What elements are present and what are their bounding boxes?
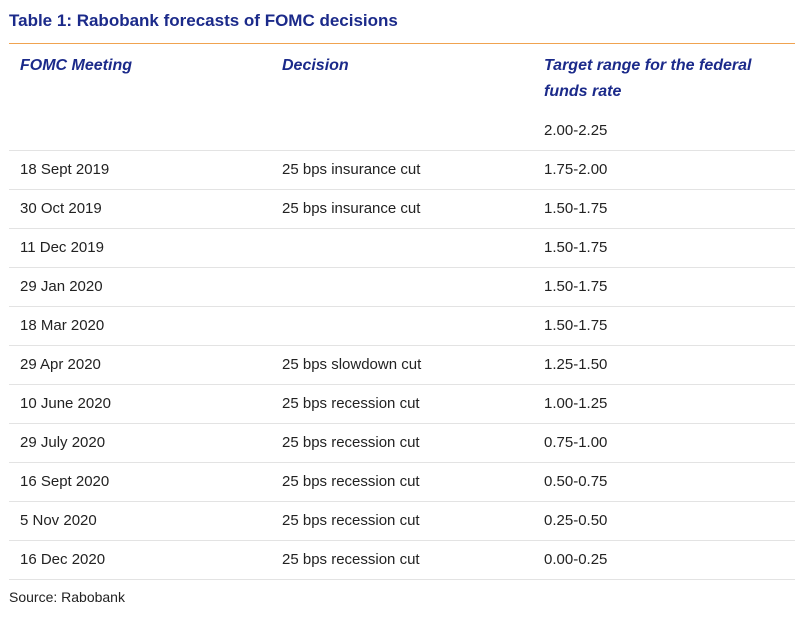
decision-cell: 25 bps insurance cut [282, 200, 421, 217]
table-row: 29 July 2020 25 bps recession cut 0.75-1… [9, 424, 795, 463]
meeting-cell: 16 Dec 2020 [20, 551, 106, 568]
column-header-fomc-meeting: FOMC Meeting [20, 57, 132, 74]
decision-cell: 25 bps recession cut [282, 434, 420, 451]
table-body: 2.00-2.25 18 Sept 2019 25 bps insurance … [9, 112, 795, 580]
table-row: 18 Sept 2019 25 bps insurance cut 1.75-2… [9, 151, 795, 190]
table-title: Table 1: Rabobank forecasts of FOMC deci… [9, 11, 398, 30]
range-cell: 0.00-0.25 [544, 551, 608, 568]
meeting-cell: 10 June 2020 [20, 395, 111, 412]
meeting-cell: 30 Oct 2019 [20, 200, 102, 217]
meeting-cell: 5 Nov 2020 [20, 512, 97, 529]
meeting-cell: 18 Sept 2019 [20, 161, 110, 178]
range-cell: 0.75-1.00 [544, 434, 608, 451]
table-row: 10 June 2020 25 bps recession cut 1.00-1… [9, 385, 795, 424]
range-cell: 0.25-0.50 [544, 512, 608, 529]
meeting-cell: 11 Dec 2019 [20, 239, 104, 256]
table-row: 16 Sept 2020 25 bps recession cut 0.50-0… [9, 463, 795, 502]
decision-cell: 25 bps recession cut [282, 395, 420, 412]
range-cell: 1.50-1.75 [544, 278, 608, 295]
table-row: 29 Jan 2020 1.50-1.75 [9, 268, 795, 307]
table-row: 29 Apr 2020 25 bps slowdown cut 1.25-1.5… [9, 346, 795, 385]
meeting-cell: 29 Jan 2020 [20, 278, 103, 295]
decision-cell: 25 bps recession cut [282, 473, 420, 490]
table-row: 18 Mar 2020 1.50-1.75 [9, 307, 795, 346]
meeting-cell: 16 Sept 2020 [20, 473, 110, 490]
column-header-target-range: Target range for the federal funds rate [544, 57, 752, 100]
decision-cell: 25 bps slowdown cut [282, 356, 422, 373]
range-cell: 1.50-1.75 [544, 200, 608, 217]
table-row: 2.00-2.25 [9, 112, 795, 151]
range-cell: 0.50-0.75 [544, 473, 608, 490]
column-header-decision: Decision [282, 57, 349, 74]
table-header: FOMC Meeting Decision Target range for t… [9, 44, 795, 112]
decision-cell: 25 bps recession cut [282, 551, 420, 568]
range-cell: 1.00-1.25 [544, 395, 608, 412]
decision-cell: 25 bps recession cut [282, 512, 420, 529]
range-cell: 1.50-1.75 [544, 239, 608, 256]
meeting-cell: 29 Apr 2020 [20, 356, 101, 373]
range-cell: 2.00-2.25 [544, 122, 608, 139]
table-row: 30 Oct 2019 25 bps insurance cut 1.50-1.… [9, 190, 795, 229]
range-cell: 1.75-2.00 [544, 161, 608, 178]
title-divider [9, 43, 795, 44]
range-cell: 1.50-1.75 [544, 317, 608, 334]
table-row: 11 Dec 2019 1.50-1.75 [9, 229, 795, 268]
decision-cell: 25 bps insurance cut [282, 161, 421, 178]
meeting-cell: 18 Mar 2020 [20, 317, 105, 334]
table-row: 5 Nov 2020 25 bps recession cut 0.25-0.5… [9, 502, 795, 541]
range-cell: 1.25-1.50 [544, 356, 608, 373]
table-row: 16 Dec 2020 25 bps recession cut 0.00-0.… [9, 541, 795, 580]
meeting-cell: 29 July 2020 [20, 434, 106, 451]
source-note: Source: Rabobank [9, 589, 125, 605]
